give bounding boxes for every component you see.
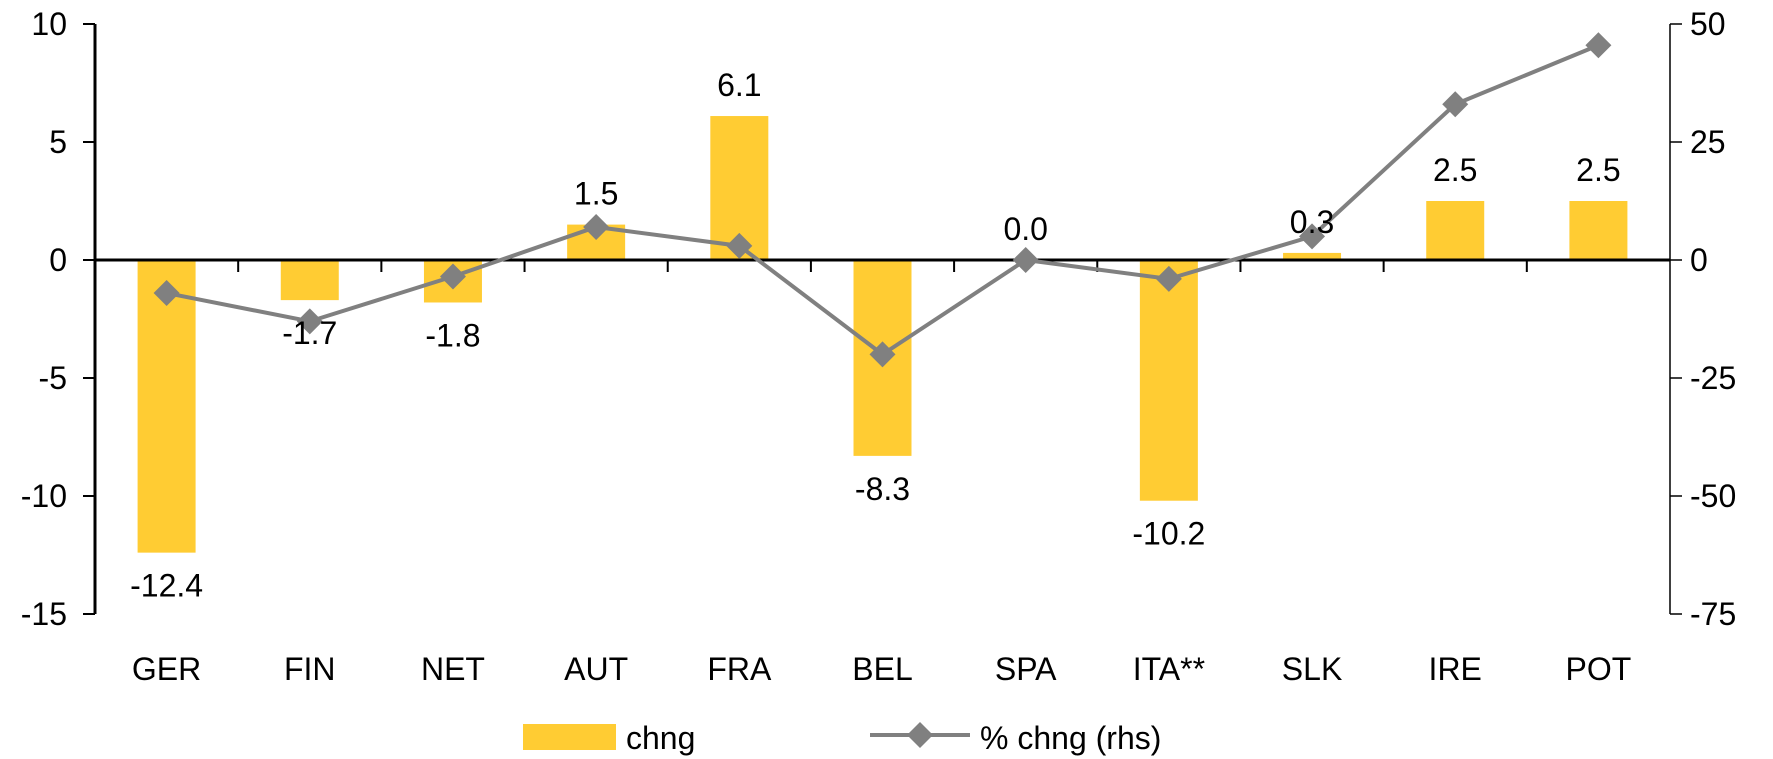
x-tick-label: IRE bbox=[1429, 651, 1482, 687]
y-right-tick-label: -50 bbox=[1690, 478, 1736, 514]
y-left-tick-label: -10 bbox=[21, 478, 67, 514]
marker-fin bbox=[296, 308, 323, 335]
legend-swatch-chng bbox=[523, 724, 616, 750]
x-tick-label: SPA bbox=[995, 651, 1057, 687]
data-label-fra: 6.1 bbox=[717, 67, 761, 103]
y-left-tick-label: 0 bbox=[49, 242, 67, 278]
x-tick-label: FRA bbox=[707, 651, 772, 687]
data-label-fin: -1.7 bbox=[282, 315, 337, 351]
marker-aut bbox=[583, 213, 610, 240]
marker-bel bbox=[869, 341, 896, 368]
legend-label-chng: chng bbox=[626, 720, 695, 756]
bar-ita bbox=[1139, 260, 1198, 501]
data-label-bel: -8.3 bbox=[855, 471, 910, 507]
x-tick-label: AUT bbox=[564, 651, 628, 687]
y-right-tick-label: -25 bbox=[1690, 360, 1736, 396]
y-right-tick-label: 25 bbox=[1690, 124, 1726, 160]
marker-ita bbox=[1155, 265, 1182, 292]
y-left-tick-label: -5 bbox=[39, 360, 67, 396]
y-left-tick-label: 5 bbox=[49, 124, 67, 160]
data-label-ger: -12.4 bbox=[130, 568, 203, 604]
marker-ger bbox=[153, 280, 180, 307]
x-tick-label: POT bbox=[1566, 651, 1632, 687]
x-tick-label: GER bbox=[132, 651, 201, 687]
marker-fra bbox=[726, 232, 753, 259]
marker-slk bbox=[1299, 223, 1326, 250]
y-right-tick-label: 0 bbox=[1690, 242, 1708, 278]
bar-ger bbox=[137, 260, 196, 553]
bar-ire bbox=[1426, 201, 1485, 260]
data-labels: -12.4 -1.7 -1.8 1.5 6.1 -8.3 0.0 -10.2 0.3 2.5 2.5 bbox=[130, 67, 1621, 604]
marker-spa bbox=[1012, 247, 1039, 273]
data-label-aut: 1.5 bbox=[574, 176, 618, 212]
legend-swatch-marker bbox=[907, 722, 933, 748]
x-tick-label: ITA** bbox=[1133, 651, 1205, 687]
bar-fin bbox=[280, 260, 339, 301]
bar-slk bbox=[1283, 252, 1342, 260]
y-right-tick-label: 50 bbox=[1690, 6, 1726, 42]
x-tick-label: BEL bbox=[852, 651, 912, 687]
marker-net bbox=[439, 263, 466, 290]
data-label-spa: 0.0 bbox=[1003, 211, 1047, 247]
bar-pot bbox=[1569, 201, 1628, 260]
y-left-tick-label: -15 bbox=[21, 596, 67, 632]
y-left-tick-label: 10 bbox=[31, 6, 67, 42]
legend: chng % chng (rhs) bbox=[523, 720, 1161, 756]
legend-label-pct-chng: % chng (rhs) bbox=[980, 720, 1161, 756]
data-label-ire: 2.5 bbox=[1433, 152, 1477, 188]
data-label-net: -1.8 bbox=[425, 317, 480, 353]
x-tick-label: FIN bbox=[284, 651, 336, 687]
x-tick-label: SLK bbox=[1282, 651, 1342, 687]
data-label-pot: 2.5 bbox=[1576, 152, 1620, 188]
marker-ire bbox=[1442, 91, 1469, 118]
data-label-slk: 0.3 bbox=[1290, 204, 1334, 240]
y-right-tick-label: -75 bbox=[1690, 596, 1736, 632]
x-tick-label: NET bbox=[421, 651, 485, 687]
data-label-ita: -10.2 bbox=[1132, 516, 1205, 552]
line-series bbox=[153, 32, 1612, 368]
marker-pot bbox=[1585, 32, 1612, 59]
